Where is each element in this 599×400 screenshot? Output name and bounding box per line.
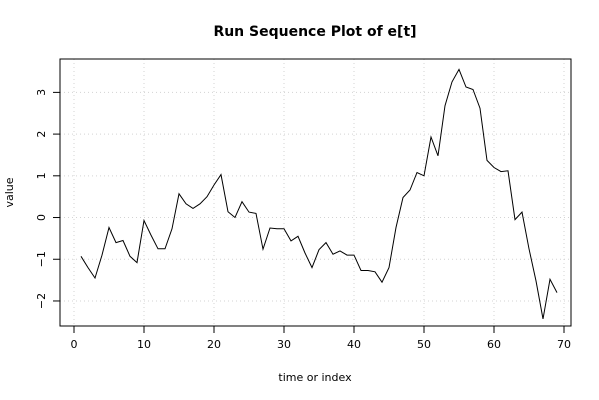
x-axis-label: time or index	[278, 371, 352, 384]
y-tick-label: −2	[35, 293, 48, 309]
series-line	[80, 68, 558, 319]
y-tick-label: 0	[35, 214, 48, 221]
x-tick-label: 40	[347, 338, 361, 351]
x-tick-label: 70	[557, 338, 571, 351]
y-tick-label: −1	[35, 251, 48, 267]
x-tick-label: 30	[277, 338, 291, 351]
chart-title: Run Sequence Plot of e[t]	[213, 24, 416, 40]
x-tick-label: 10	[137, 338, 151, 351]
x-tick-label: 60	[487, 338, 501, 351]
y-axis-label: value	[3, 177, 16, 207]
y-tick-label: 3	[35, 89, 48, 96]
x-axis: 0 10 20 30 40 50 60 70	[71, 325, 571, 351]
x-tick-label: 20	[207, 338, 221, 351]
grid	[60, 59, 571, 326]
y-tick-label: 2	[35, 131, 48, 138]
series-layer	[80, 68, 558, 319]
y-tick-label: 1	[35, 172, 48, 179]
x-tick-label: 0	[71, 338, 78, 351]
y-axis: −2 −1 0 1 2 3	[35, 89, 61, 309]
x-tick-label: 50	[417, 338, 431, 351]
